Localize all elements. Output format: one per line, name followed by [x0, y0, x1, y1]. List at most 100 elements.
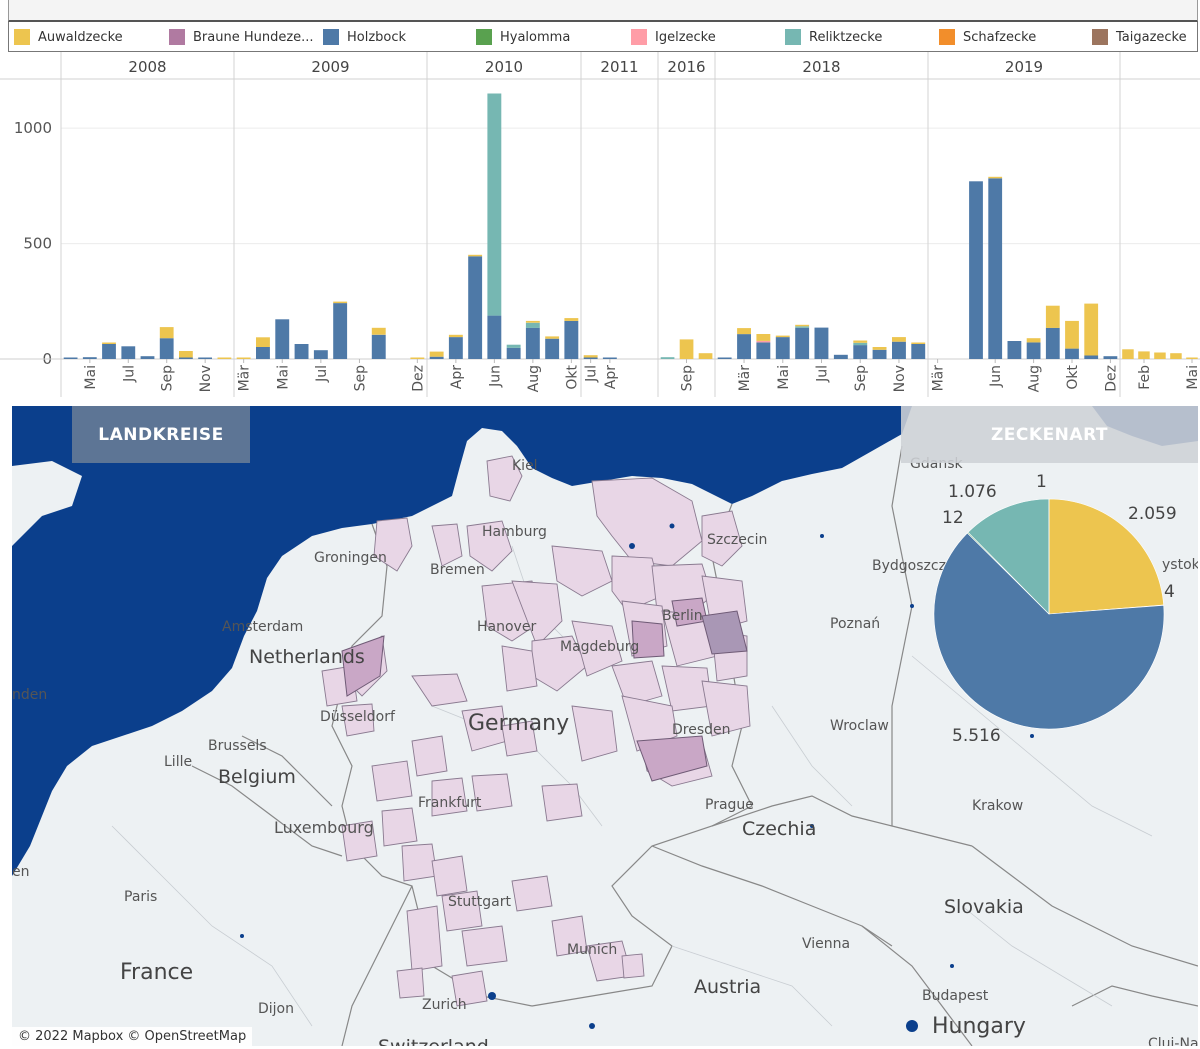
- bar-segment-holzbock[interactable]: [872, 349, 887, 359]
- bar-segment-holzbock[interactable]: [179, 357, 193, 360]
- legend-item[interactable]: Igelzecke: [631, 28, 716, 46]
- bar-segment-auwaldzecke[interactable]: [872, 347, 887, 350]
- bar-segment-holzbock[interactable]: [256, 347, 270, 359]
- bar-segment-holzbock[interactable]: [911, 344, 926, 359]
- bar-segment-holzbock[interactable]: [795, 327, 810, 359]
- bar-segment-holzbock[interactable]: [159, 338, 174, 359]
- bar-segment-igelzecke[interactable]: [756, 340, 771, 343]
- bar-segment-holzbock[interactable]: [525, 327, 540, 359]
- bar-segment-holzbock[interactable]: [468, 256, 483, 359]
- bar-segment-holzbock[interactable]: [333, 303, 348, 359]
- bar-segment-auwaldzecke[interactable]: [1154, 352, 1166, 360]
- bar-segment-auwaldzecke[interactable]: [988, 176, 1003, 179]
- bar-segment-auwaldzecke[interactable]: [1045, 305, 1060, 328]
- bar-segment-holzbock[interactable]: [429, 356, 444, 359]
- bar-segment-auwaldzecke[interactable]: [429, 351, 444, 357]
- bar-segment-holzbock[interactable]: [313, 350, 328, 359]
- pie-slice-auwaldzecke[interactable]: [1048, 498, 1164, 615]
- bar-segment-auwaldzecke[interactable]: [583, 355, 598, 358]
- bar-segment-holzbock[interactable]: [717, 357, 732, 360]
- bar-segment-holzbock[interactable]: [140, 356, 155, 359]
- bar-segment-holzbock[interactable]: [1007, 341, 1022, 359]
- legend-item[interactable]: Auwaldzecke: [14, 28, 123, 46]
- bar-segment-holzbock[interactable]: [814, 327, 829, 359]
- germany-map[interactable]: Kiel Hamburg Groningen Bremen Szczecin G…: [12, 406, 1198, 1046]
- bar-segment-auwaldzecke[interactable]: [256, 337, 270, 347]
- bar-segment-auwaldzecke[interactable]: [236, 357, 251, 360]
- bar-segment-auwaldzecke[interactable]: [564, 318, 579, 321]
- bar-segment-auwaldzecke[interactable]: [1138, 351, 1150, 359]
- bar-segment-auwaldzecke[interactable]: [217, 357, 232, 360]
- zeckenart-pie-chart[interactable]: [929, 494, 1169, 734]
- bar-segment-auwaldzecke[interactable]: [756, 334, 771, 341]
- bar-segment-auwaldzecke[interactable]: [1065, 320, 1079, 349]
- bar-segment-holzbock[interactable]: [371, 334, 386, 359]
- bar-segment-auwaldzecke[interactable]: [679, 339, 694, 359]
- bar-segment-holzbock[interactable]: [1065, 348, 1079, 359]
- legend-item[interactable]: Hyalomma: [476, 28, 570, 46]
- bar-segment-holzbock[interactable]: [969, 181, 983, 359]
- bar-segment-holzbock[interactable]: [121, 346, 136, 359]
- bar-segment-holzbock[interactable]: [1103, 356, 1118, 359]
- bar-segment-auwaldzecke[interactable]: [333, 301, 348, 304]
- bar-segment-auwaldzecke[interactable]: [1026, 338, 1041, 343]
- bar-segment-auwaldzecke[interactable]: [525, 320, 540, 323]
- pie-slice-holzbock[interactable]: [933, 532, 1165, 730]
- landkreise-button[interactable]: LANDKREISE: [72, 406, 250, 463]
- legend-item[interactable]: Braune Hundeze...: [169, 28, 314, 46]
- bar-segment-auwaldzecke[interactable]: [545, 336, 560, 339]
- bar-segment-auwaldzecke[interactable]: [892, 337, 906, 342]
- zeckenart-button[interactable]: ZECKENART: [901, 406, 1198, 463]
- bar-segment-reliktzecke[interactable]: [506, 344, 521, 348]
- bar-segment-holzbock[interactable]: [275, 319, 290, 359]
- bar-segment-holzbock[interactable]: [198, 357, 212, 360]
- bar-segment-holzbock[interactable]: [294, 344, 309, 359]
- bar-segment-auwaldzecke[interactable]: [410, 357, 425, 360]
- bar-segment-holzbock[interactable]: [448, 337, 463, 359]
- bar-segment-auwaldzecke[interactable]: [1084, 303, 1099, 356]
- bar-segment-auwaldzecke[interactable]: [853, 340, 868, 343]
- bar-segment-auwaldzecke[interactable]: [737, 328, 751, 335]
- bar-segment-auwaldzecke[interactable]: [1122, 349, 1134, 359]
- bar-segment-holzbock[interactable]: [988, 178, 1003, 359]
- bar-segment-auwaldzecke[interactable]: [159, 327, 174, 339]
- legend-item[interactable]: Reliktzecke: [785, 28, 882, 46]
- bar-segment-auwaldzecke[interactable]: [795, 324, 810, 327]
- bar-segment-holzbock[interactable]: [564, 320, 579, 359]
- bar-segment-auwaldzecke[interactable]: [1170, 353, 1182, 359]
- bar-segment-reliktzecke[interactable]: [853, 342, 868, 346]
- bar-segment-holzbock[interactable]: [102, 344, 116, 359]
- bar-segment-holzbock[interactable]: [506, 347, 521, 359]
- bar-segment-holzbock[interactable]: [756, 342, 771, 359]
- bar-segment-holzbock[interactable]: [1026, 342, 1041, 359]
- bar-segment-holzbock[interactable]: [892, 341, 906, 359]
- bar-segment-holzbock[interactable]: [775, 337, 790, 359]
- bar-segment-holzbock[interactable]: [833, 354, 848, 359]
- bar-segment-auwaldzecke[interactable]: [698, 353, 713, 359]
- bar-segment-holzbock[interactable]: [1045, 327, 1060, 359]
- bar-segment-holzbock[interactable]: [583, 357, 598, 360]
- bar-segment-holzbock[interactable]: [602, 357, 617, 360]
- legend-item[interactable]: Taigazecke: [1092, 28, 1187, 46]
- bar-segment-reliktzecke[interactable]: [660, 357, 675, 359]
- bar-segment-auwaldzecke[interactable]: [448, 334, 463, 338]
- bar-segment-holzbock[interactable]: [737, 334, 751, 359]
- bar-segment-auwaldzecke[interactable]: [911, 342, 926, 345]
- bar-segment-auwaldzecke[interactable]: [179, 351, 193, 358]
- bar-segment-holzbock[interactable]: [545, 338, 560, 359]
- bar-segment-holzbock[interactable]: [82, 357, 97, 359]
- bar-segment-reliktzecke[interactable]: [487, 93, 502, 316]
- bar-segment-reliktzecke[interactable]: [795, 326, 810, 328]
- bar-segment-holzbock[interactable]: [853, 345, 868, 359]
- bar-segment-auwaldzecke[interactable]: [1186, 357, 1198, 360]
- pie-slice-reliktzecke[interactable]: [967, 498, 1050, 615]
- legend-item[interactable]: Schafzecke: [939, 28, 1036, 46]
- bar-segment-holzbock[interactable]: [63, 357, 78, 360]
- bar-segment-auwaldzecke[interactable]: [102, 342, 116, 345]
- landkreise-highlighted[interactable]: [341, 597, 748, 782]
- bar-segment-auwaldzecke[interactable]: [468, 254, 483, 257]
- bar-segment-holzbock[interactable]: [487, 315, 502, 359]
- bar-segment-holzbock[interactable]: [1084, 355, 1099, 360]
- bar-segment-auwaldzecke[interactable]: [775, 335, 790, 338]
- landkreise-regions[interactable]: [321, 455, 751, 1007]
